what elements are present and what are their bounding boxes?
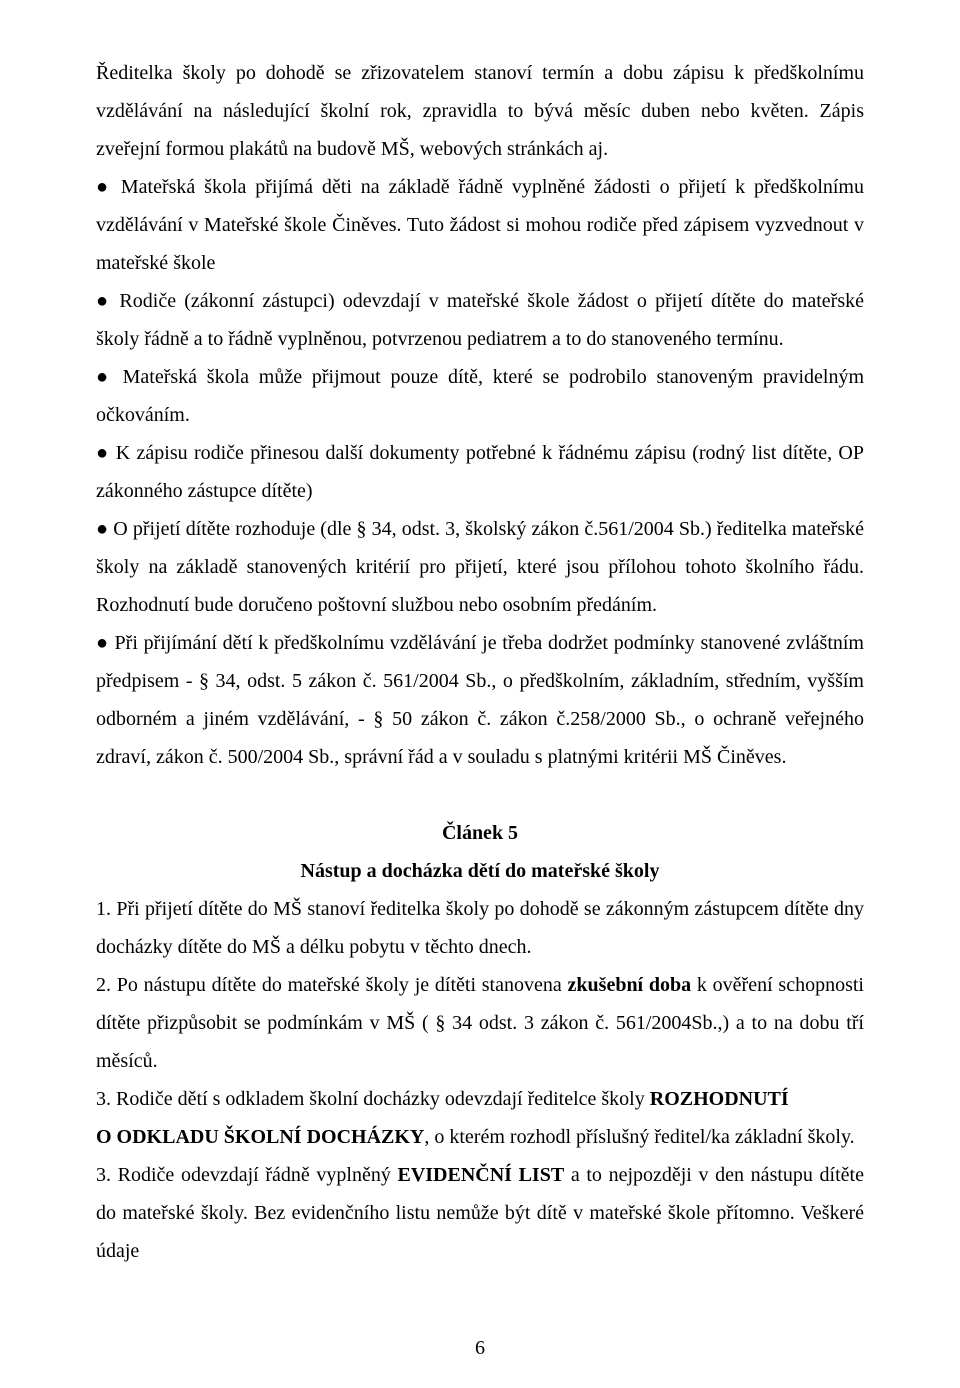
intro-paragraph: Ředitelka školy po dohodě se zřizovatele… <box>96 54 864 168</box>
article5-p3-line2-rest: , o kterém rozhodl příslušný ředitel/ka … <box>424 1126 854 1148</box>
article5-p3-a: 3. Rodiče dětí s odkladem školní docházk… <box>96 1088 650 1110</box>
bullet-6: ● Při přijímání dětí k předškolnímu vzdě… <box>96 624 864 776</box>
body-text-block: Ředitelka školy po dohodě se zřizovatele… <box>96 54 864 1270</box>
article5-p3-line1: 3. Rodiče dětí s odkladem školní docházk… <box>96 1080 864 1118</box>
article-5-heading: Článek 5 <box>96 814 864 852</box>
article5-p4-a: 3. Rodiče odevzdají řádně vyplněný <box>96 1164 397 1186</box>
article5-p2-bold: zkušební doba <box>568 974 692 996</box>
article5-p3-bold1: ROZHODNUTÍ <box>650 1088 789 1110</box>
bullet-2: ● Rodiče (zákonní zástupci) odevzdají v … <box>96 282 864 358</box>
page-number: 6 <box>0 1337 960 1360</box>
article-5-subheading: Nástup a docházka dětí do mateřské školy <box>96 852 864 890</box>
bullet-5: ● O přijetí dítěte rozhoduje (dle § 34, … <box>96 510 864 624</box>
article5-p3-line2-bold: O ODKLADU ŠKOLNÍ DOCHÁZKY <box>96 1126 424 1148</box>
document-page: Ředitelka školy po dohodě se zřizovatele… <box>0 0 960 1388</box>
article5-p2-a: 2. Po nástupu dítěte do mateřské školy j… <box>96 974 568 996</box>
article5-p3-line2: O ODKLADU ŠKOLNÍ DOCHÁZKY, o kterém rozh… <box>96 1118 864 1156</box>
article5-p4-bold: EVIDENČNÍ LIST <box>397 1164 564 1186</box>
bullet-1: ● Mateřská škola přijímá děti na základě… <box>96 168 864 282</box>
article5-p4: 3. Rodiče odevzdají řádně vyplněný EVIDE… <box>96 1156 864 1270</box>
bullet-3: ● Mateřská škola může přijmout pouze dít… <box>96 358 864 434</box>
bullet-4: ● K zápisu rodiče přinesou další dokumen… <box>96 434 864 510</box>
article5-p2: 2. Po nástupu dítěte do mateřské školy j… <box>96 966 864 1080</box>
article5-p1: 1. Při přijetí dítěte do MŠ stanoví ředi… <box>96 890 864 966</box>
